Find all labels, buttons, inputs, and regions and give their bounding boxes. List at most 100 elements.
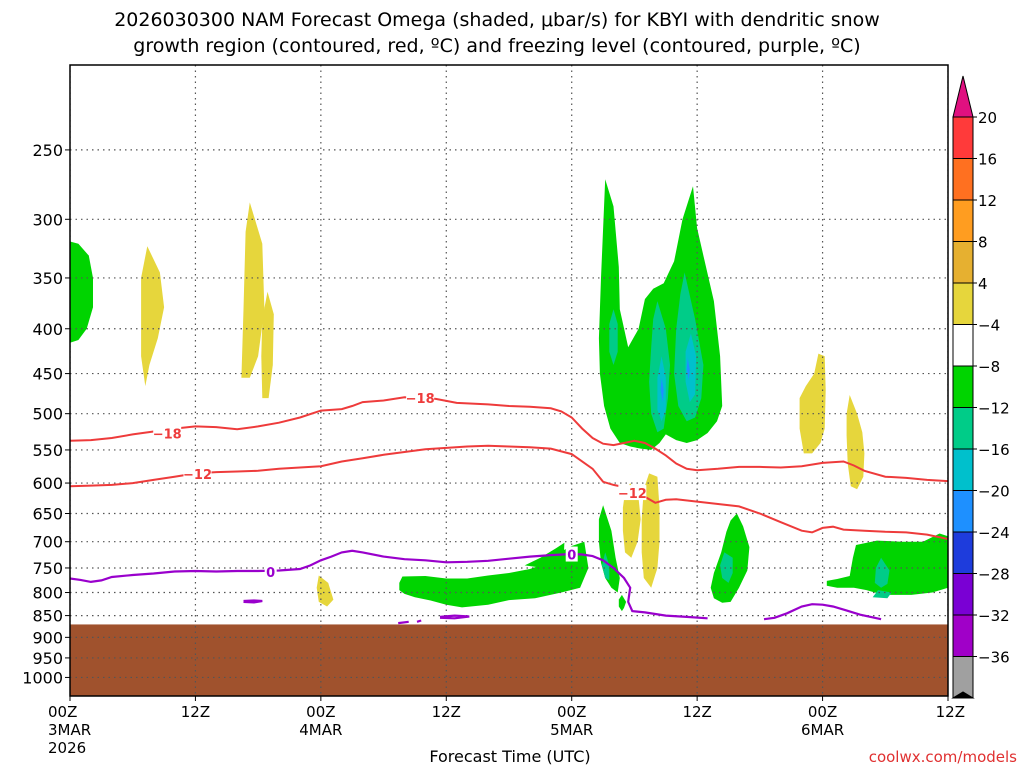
omega-region-5 bbox=[399, 541, 589, 608]
colorbar-bin-6 bbox=[952, 365, 974, 408]
dgz-label-1-a: −12 bbox=[183, 466, 212, 483]
omega-region-19 bbox=[602, 552, 610, 581]
omega-region-4 bbox=[316, 575, 334, 607]
chart-title: 2026030300 NAM Forecast Omega (shaded, μ… bbox=[114, 9, 880, 57]
omega-region-15 bbox=[846, 395, 865, 490]
credit-text: coolwx.com/models bbox=[869, 748, 1017, 766]
omega-region-21 bbox=[874, 557, 890, 588]
colorbar-bin-9 bbox=[952, 490, 974, 533]
colorbar-label: 12 bbox=[978, 192, 997, 210]
x-tick-label: 00Z bbox=[306, 703, 335, 721]
x-tick-date: 3MAR bbox=[48, 721, 91, 739]
x-tick-label: 00Z bbox=[48, 703, 77, 721]
y-tick-label: 600 bbox=[32, 474, 63, 493]
omega-region-3 bbox=[261, 291, 274, 399]
colorbar-bottom-arrow bbox=[951, 691, 975, 699]
colorbar-label: −24 bbox=[978, 524, 1010, 542]
colorbar: 20 16 12 8 4 −4 −8 −12 −16 −20 −24 −28 −32 −36 bbox=[951, 75, 1010, 699]
colorbar-top-arrow bbox=[952, 75, 974, 118]
colorbar-bin-0 bbox=[952, 116, 974, 159]
colorbar-label: −32 bbox=[978, 607, 1010, 625]
dgz-label-0-b: −18 bbox=[406, 390, 435, 407]
colorbar-label: −20 bbox=[978, 483, 1010, 501]
title-line-2: growth region (contoured, red, ºC) and f… bbox=[133, 35, 860, 57]
x-tick-label: 12Z bbox=[181, 703, 210, 721]
colorbar-label: −8 bbox=[978, 358, 1000, 376]
freezing-level-segment-3 bbox=[398, 620, 409, 625]
colorbar-label: −28 bbox=[978, 566, 1010, 584]
title-line-1: 2026030300 NAM Forecast Omega (shaded, μ… bbox=[114, 9, 880, 31]
omega-region-9 bbox=[618, 594, 627, 612]
dgz-contour-1 bbox=[70, 444, 948, 540]
colorbar-label: 4 bbox=[978, 275, 988, 293]
freezing-level-segment-4 bbox=[416, 619, 422, 623]
omega-region-2 bbox=[241, 202, 265, 378]
colorbar-label: 8 bbox=[978, 234, 988, 252]
x-tick-label: 12Z bbox=[936, 703, 965, 721]
svg-text:0: 0 bbox=[567, 549, 576, 564]
x-tick-year: 2026 bbox=[48, 739, 86, 757]
omega-region-16 bbox=[609, 309, 618, 365]
freezing-level-line bbox=[70, 549, 708, 620]
x-tick-date: 6MAR bbox=[801, 721, 844, 739]
omega-region-22 bbox=[872, 590, 892, 599]
y-tick-label: 750 bbox=[32, 559, 63, 578]
freezing-label-b: 0 bbox=[565, 546, 578, 564]
y-tick-label: 850 bbox=[32, 607, 63, 626]
plot-inner: −18 −18 −12 −12 0 0 bbox=[70, 65, 948, 696]
dgz-label-1-b: −12 bbox=[618, 485, 647, 502]
freezing-level-segment-2 bbox=[439, 614, 470, 620]
svg-text:−12: −12 bbox=[183, 468, 212, 483]
colorbar-bin-1 bbox=[952, 158, 974, 201]
colorbar-bin-12 bbox=[952, 614, 974, 657]
omega-region-20 bbox=[720, 552, 733, 583]
colorbar-label: 20 bbox=[978, 109, 997, 127]
y-tick-label: 500 bbox=[32, 405, 63, 424]
y-tick-label: 550 bbox=[32, 441, 63, 460]
omega-region-11 bbox=[826, 533, 948, 595]
omega-region-1 bbox=[141, 246, 165, 387]
colorbar-bin-3 bbox=[952, 241, 974, 284]
x-tick-label: 12Z bbox=[432, 703, 461, 721]
colorbar-label: 16 bbox=[978, 151, 997, 169]
omega-region-24 bbox=[685, 333, 697, 403]
svg-text:−12: −12 bbox=[618, 487, 647, 502]
y-tick-label: 300 bbox=[32, 210, 63, 229]
colorbar-bin-2 bbox=[952, 199, 974, 242]
y-axis: 250 300 350 400 450 500 550 600 650 700 750 800 850 9… bbox=[22, 141, 70, 687]
y-tick-label: 400 bbox=[32, 320, 63, 339]
y-tick-label: 350 bbox=[32, 269, 63, 288]
omega-region-14 bbox=[799, 353, 826, 454]
colorbar-label: −36 bbox=[978, 649, 1010, 667]
freezing-label-a: 0 bbox=[264, 564, 277, 581]
omega-region-25 bbox=[660, 377, 664, 403]
colorbar-bin-8 bbox=[952, 448, 974, 491]
dgz-label-0-a: −18 bbox=[153, 425, 182, 443]
x-tick-label: 00Z bbox=[557, 703, 586, 721]
ground-below-surface bbox=[70, 624, 948, 696]
y-tick-label: 900 bbox=[32, 628, 63, 647]
colorbar-bin-4 bbox=[952, 282, 974, 325]
colorbar-bin-11 bbox=[952, 573, 974, 616]
omega-region-12 bbox=[622, 483, 641, 558]
colorbar-label: −16 bbox=[978, 441, 1010, 459]
colorbar-bin-7 bbox=[952, 407, 974, 450]
omega-region-26 bbox=[686, 358, 690, 381]
omega-region-8 bbox=[598, 505, 620, 593]
freezing-level-segment-1 bbox=[243, 599, 263, 604]
y-tick-label: 650 bbox=[32, 505, 63, 524]
freezing-level-segment-0 bbox=[763, 603, 882, 621]
dgz-contour-0 bbox=[70, 396, 948, 483]
svg-text:−18: −18 bbox=[406, 392, 435, 407]
y-tick-label: 700 bbox=[32, 533, 63, 552]
colorbar-label: −4 bbox=[978, 317, 1000, 335]
svg-text:0: 0 bbox=[266, 566, 275, 581]
colorbar-label: −12 bbox=[978, 400, 1010, 418]
x-tick-label: 00Z bbox=[808, 703, 837, 721]
plot-frame bbox=[69, 64, 949, 697]
y-tick-label: 1000 bbox=[22, 668, 63, 687]
x-tick-date: 5MAR bbox=[550, 721, 593, 739]
plot-area: −18 −18 −12 −12 0 0 bbox=[69, 64, 949, 697]
